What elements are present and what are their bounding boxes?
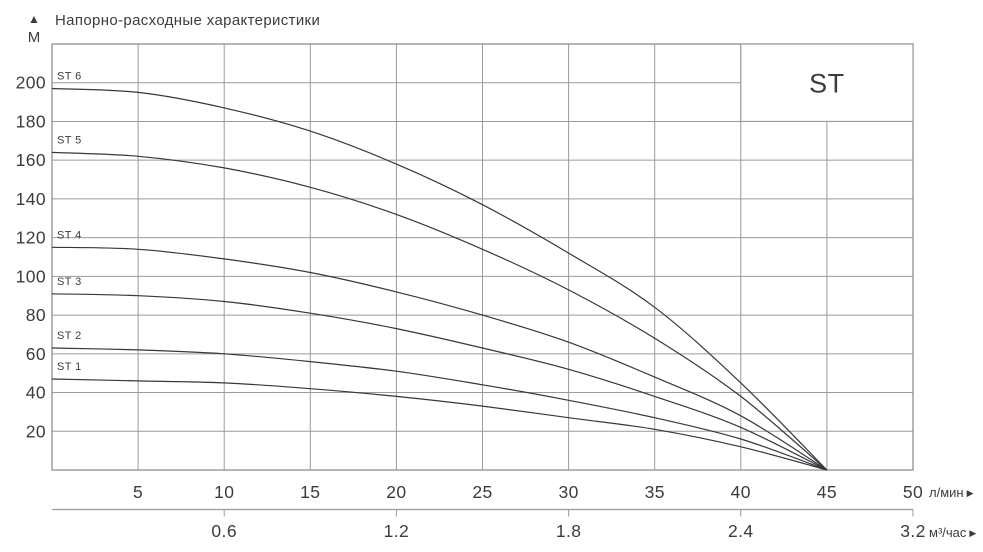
curve-st-6: [51, 87, 828, 471]
curve-label-st-1: ST 1: [57, 361, 82, 373]
right-arrow-icon: ▶: [967, 488, 974, 498]
curve-st-4: [51, 246, 828, 471]
x-axis-tick-label: 30: [558, 482, 578, 502]
secondary-axis-tick-label: 2.4: [728, 521, 754, 541]
curve-label-st-6: ST 6: [57, 71, 82, 83]
series-family-label: ST: [809, 69, 845, 99]
curve-st-1: [51, 378, 828, 471]
x-axis-tick-label: 25: [472, 482, 492, 502]
secondary-axis-tick-label: 0.6: [211, 521, 237, 541]
secondary-axis-tick-label: 1.8: [556, 521, 582, 541]
x-axis-tick-label: 10: [214, 482, 234, 502]
secondary-axis-tick-label: 1.2: [384, 521, 410, 541]
y-axis-tick-label: 180: [16, 111, 46, 131]
y-axis-tick-label: 40: [26, 383, 46, 403]
plot-area: ST ST 1 ST 2 ST 3 ST 4 ST 5 ST 6 5 10 15 20 25 30 35 4…: [16, 43, 926, 541]
x-axis-tick-label: 40: [731, 482, 751, 502]
x-axis-tick-label: 45: [817, 482, 837, 502]
head-axis-up-arrow-icon: ▲: [28, 12, 40, 26]
y-axis-tick-label: 80: [26, 305, 46, 325]
y-axis-tick-label: 120: [16, 228, 46, 248]
primary-flow-unit-label: л/мин ▶: [929, 485, 974, 500]
curve-label-st-3: ST 3: [57, 276, 82, 288]
x-axis-tick-label: 20: [386, 482, 406, 502]
y-axis-tick-label: 140: [16, 189, 46, 209]
x-axis-tick-label: 35: [645, 482, 665, 502]
curve-st-5: [51, 151, 828, 471]
x-axis-tick-label: 50: [903, 482, 923, 502]
curve-label-st-5: ST 5: [57, 134, 82, 146]
plot-border: [51, 43, 914, 471]
x-axis-tick-label: 15: [300, 482, 320, 502]
secondary-axis-tick-label: 3.2: [900, 521, 926, 541]
curve-st-3: [51, 293, 828, 471]
right-arrow-icon: ▶: [969, 528, 976, 538]
x-axis-tick-label: 5: [133, 482, 143, 502]
y-axis-tick-label: 60: [26, 344, 46, 364]
curve-st-2: [51, 347, 828, 471]
y-axis-tick-label: 20: [26, 421, 46, 441]
head-axis-unit-label: М: [28, 29, 41, 46]
secondary-flow-unit-label: м³/час ▶: [929, 525, 976, 540]
curve-label-st-2: ST 2: [57, 330, 82, 342]
y-axis-tick-label: 200: [16, 73, 46, 93]
series-family-box: [740, 43, 914, 123]
chart-title: Напорно-расходные характеристики: [55, 12, 320, 29]
y-axis-tick-label: 100: [16, 266, 46, 286]
y-axis-tick-label: 160: [16, 150, 46, 170]
curve-label-st-4: ST 4: [57, 229, 82, 241]
